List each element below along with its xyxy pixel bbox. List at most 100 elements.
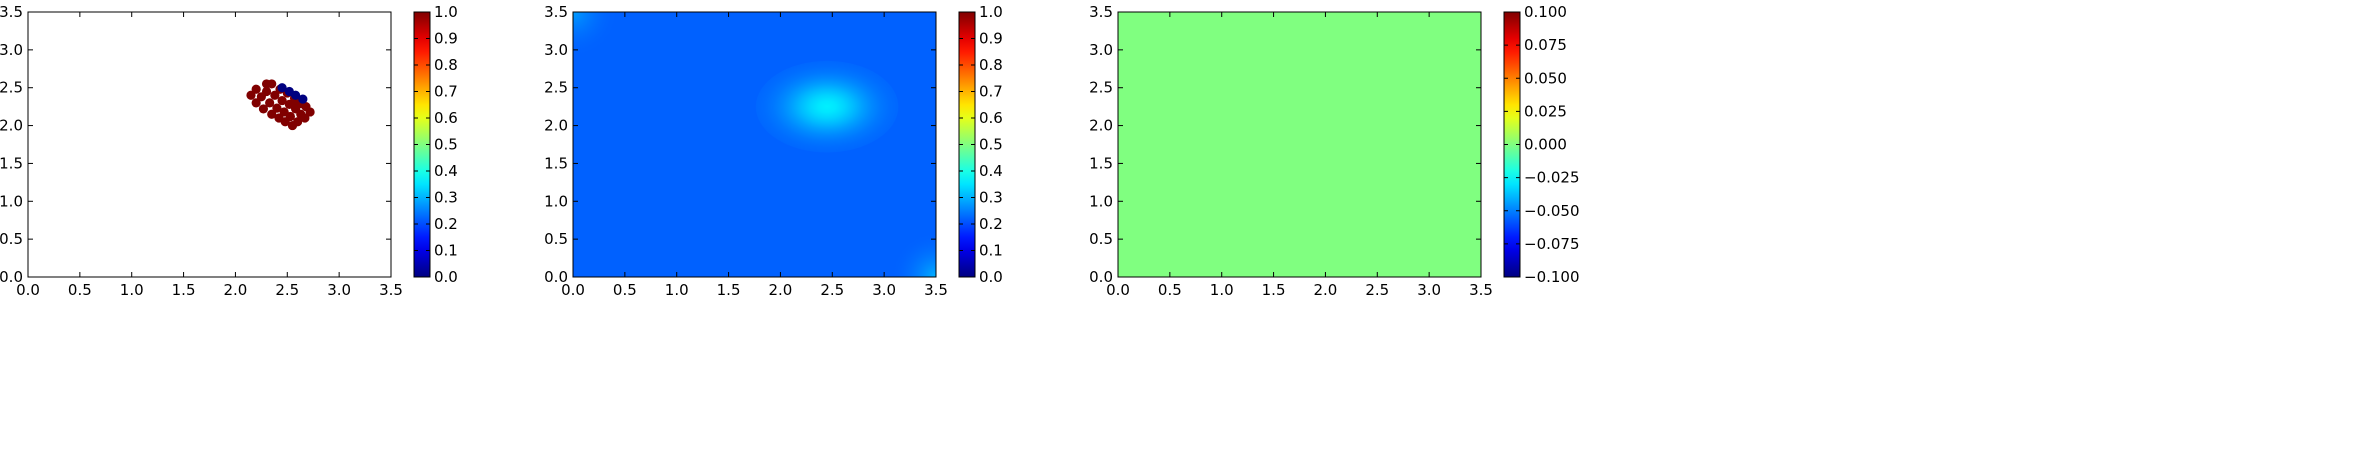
x-tick-label: 0.5 xyxy=(68,281,92,299)
colorbar-tick-label: 0.050 xyxy=(1524,69,1567,87)
colorbar-tick-label: 0.3 xyxy=(979,189,1003,207)
colorbar-tick-label: 0.0 xyxy=(434,268,458,286)
colorbar-tick-label: 0.5 xyxy=(979,136,1003,154)
scatter-point-33 xyxy=(298,94,308,104)
y-tick-label: 2.0 xyxy=(544,117,568,135)
scatter-point-7 xyxy=(265,98,275,108)
colorbar-tick-label: 0.9 xyxy=(434,30,458,48)
x-tick-label: 3.5 xyxy=(1469,281,1493,299)
colorbar-tick-label: 0.8 xyxy=(979,56,1003,74)
y-tick-label: 2.5 xyxy=(544,79,568,97)
heatmap-field xyxy=(1118,12,1481,277)
scatter-points xyxy=(246,79,315,131)
scatter-point-11 xyxy=(272,103,282,113)
x-tick-label: 0.5 xyxy=(1158,281,1182,299)
colorbar-tick-label: 0.9 xyxy=(979,30,1003,48)
y-tick-label: 1.5 xyxy=(544,154,568,172)
x-tick-label: 0.0 xyxy=(561,281,585,299)
x-tick-label: 2.0 xyxy=(768,281,792,299)
y-tick-label: 3.0 xyxy=(0,41,23,59)
y-tick-label: 0.0 xyxy=(0,268,23,286)
y-tick-label: 1.0 xyxy=(544,192,568,210)
colorbar-tick-label: 0.2 xyxy=(979,215,1003,233)
colorbar-tick-label: 0.4 xyxy=(979,162,1003,180)
heatmap-corner-1 xyxy=(573,12,618,57)
x-tick-label: 1.0 xyxy=(665,281,689,299)
colorbar-tick-label: 0.6 xyxy=(979,109,1003,127)
colorbar-tick-label: 0.1 xyxy=(434,242,458,260)
y-tick-label: 3.5 xyxy=(0,3,23,21)
y-tick-label: 2.5 xyxy=(1089,79,1113,97)
y-tick-label: 1.5 xyxy=(0,154,23,172)
x-tick-label: 2.5 xyxy=(275,281,299,299)
axes-frame xyxy=(572,11,937,278)
colorbar-tick-label: 0.3 xyxy=(434,189,458,207)
heatmap-field xyxy=(573,12,936,277)
y-tick-label: 3.0 xyxy=(544,41,568,59)
axes-frame xyxy=(27,11,392,278)
panel-3: 0.0 0.5 1.0 1.5 2.0 2.5 3.0 3.5 0.0 0.5 1.0 1.5 2.0 2… xyxy=(1089,3,1579,299)
y-tick-label: 2.5 xyxy=(0,79,23,97)
colorbar: 0.0 0.1 0.2 0.3 0.4 0.5 0.6 0.7 0.8 0.9 1.0 xyxy=(413,3,458,286)
colorbar-tick-label: 0.5 xyxy=(434,136,458,154)
y-tick-label: 0.5 xyxy=(1089,230,1113,248)
colorbar-tick-label: 1.0 xyxy=(979,3,1003,21)
x-tick-label: 1.0 xyxy=(120,281,144,299)
scatter-point-9 xyxy=(267,79,277,89)
colorbar-gradient xyxy=(959,12,975,277)
y-tick-label: 3.5 xyxy=(1089,3,1113,21)
colorbar-tick-label: 0.1 xyxy=(979,242,1003,260)
colorbar-tick-label: 0.6 xyxy=(434,109,458,127)
x-tick-label: 1.5 xyxy=(717,281,741,299)
colorbar-tick-label: 0.7 xyxy=(979,83,1003,101)
colorbar-tick-label: 0.075 xyxy=(1524,36,1567,54)
y-tick-label: 1.0 xyxy=(1089,192,1113,210)
heatmap-corner-0 xyxy=(891,232,936,277)
heatmap-peak xyxy=(755,60,899,153)
x-tick-label: 3.5 xyxy=(379,281,403,299)
x-tick-label: 2.0 xyxy=(1313,281,1337,299)
scatter-point-8 xyxy=(267,109,277,119)
y-tick-label: 2.0 xyxy=(1089,117,1113,135)
scatter-point-26 xyxy=(300,113,310,123)
colorbar-tick-label: −0.075 xyxy=(1524,235,1580,253)
colorbar-gradient xyxy=(414,12,430,277)
scatter-point-5 xyxy=(261,86,272,97)
scatter-point-28 xyxy=(305,107,315,117)
colorbar-tick-label: −0.025 xyxy=(1524,169,1580,187)
scatter-point-29 xyxy=(290,98,301,108)
y-tick-label: 3.5 xyxy=(544,3,568,21)
scatter-point-1 xyxy=(251,98,261,108)
panel-1: 0.0 0.5 1.0 1.5 2.0 2.5 3.0 3.5 0.0 0.5 1.0 1.5 2.0 2… xyxy=(0,3,458,299)
scatter-point-14 xyxy=(277,95,287,106)
y-tick-label: 0.0 xyxy=(1089,268,1113,286)
y-tick-label: 2.0 xyxy=(0,117,23,135)
y-tick-label: 0.5 xyxy=(544,230,568,248)
scatter-point-19 xyxy=(285,111,295,122)
x-tick-label: 1.0 xyxy=(1210,281,1234,299)
colorbar-tick-label: 0.000 xyxy=(1524,136,1567,154)
scatter-point-2 xyxy=(251,84,261,94)
colorbar-tick-label: 0.025 xyxy=(1524,102,1567,120)
colorbar-tick-label: −0.100 xyxy=(1524,268,1580,286)
plot-area xyxy=(28,12,391,277)
x-tick-label: 3.0 xyxy=(1417,281,1441,299)
y-tick-label: 1.5 xyxy=(1089,154,1113,172)
y-tick-label: 0.0 xyxy=(544,268,568,286)
x-tick-label: 3.0 xyxy=(872,281,896,299)
scatter-point-30 xyxy=(277,83,287,93)
x-tick-label: 0.0 xyxy=(1106,281,1130,299)
y-tick-label: 1.0 xyxy=(0,192,23,210)
scatter-point-32 xyxy=(290,90,301,100)
axes-frame xyxy=(1117,11,1482,278)
x-tick-label: 0.5 xyxy=(613,281,637,299)
colorbar-tick-label: 0.0 xyxy=(979,268,1003,286)
colorbar-tick-label: 1.0 xyxy=(434,3,458,21)
scatter-point-23 xyxy=(293,117,303,127)
x-tick-label: 3.5 xyxy=(924,281,948,299)
x-tick-label: 2.0 xyxy=(223,281,247,299)
colorbar-tick-label: 0.7 xyxy=(434,83,458,101)
x-tick-label: 2.5 xyxy=(820,281,844,299)
x-tick-label: 1.5 xyxy=(172,281,196,299)
